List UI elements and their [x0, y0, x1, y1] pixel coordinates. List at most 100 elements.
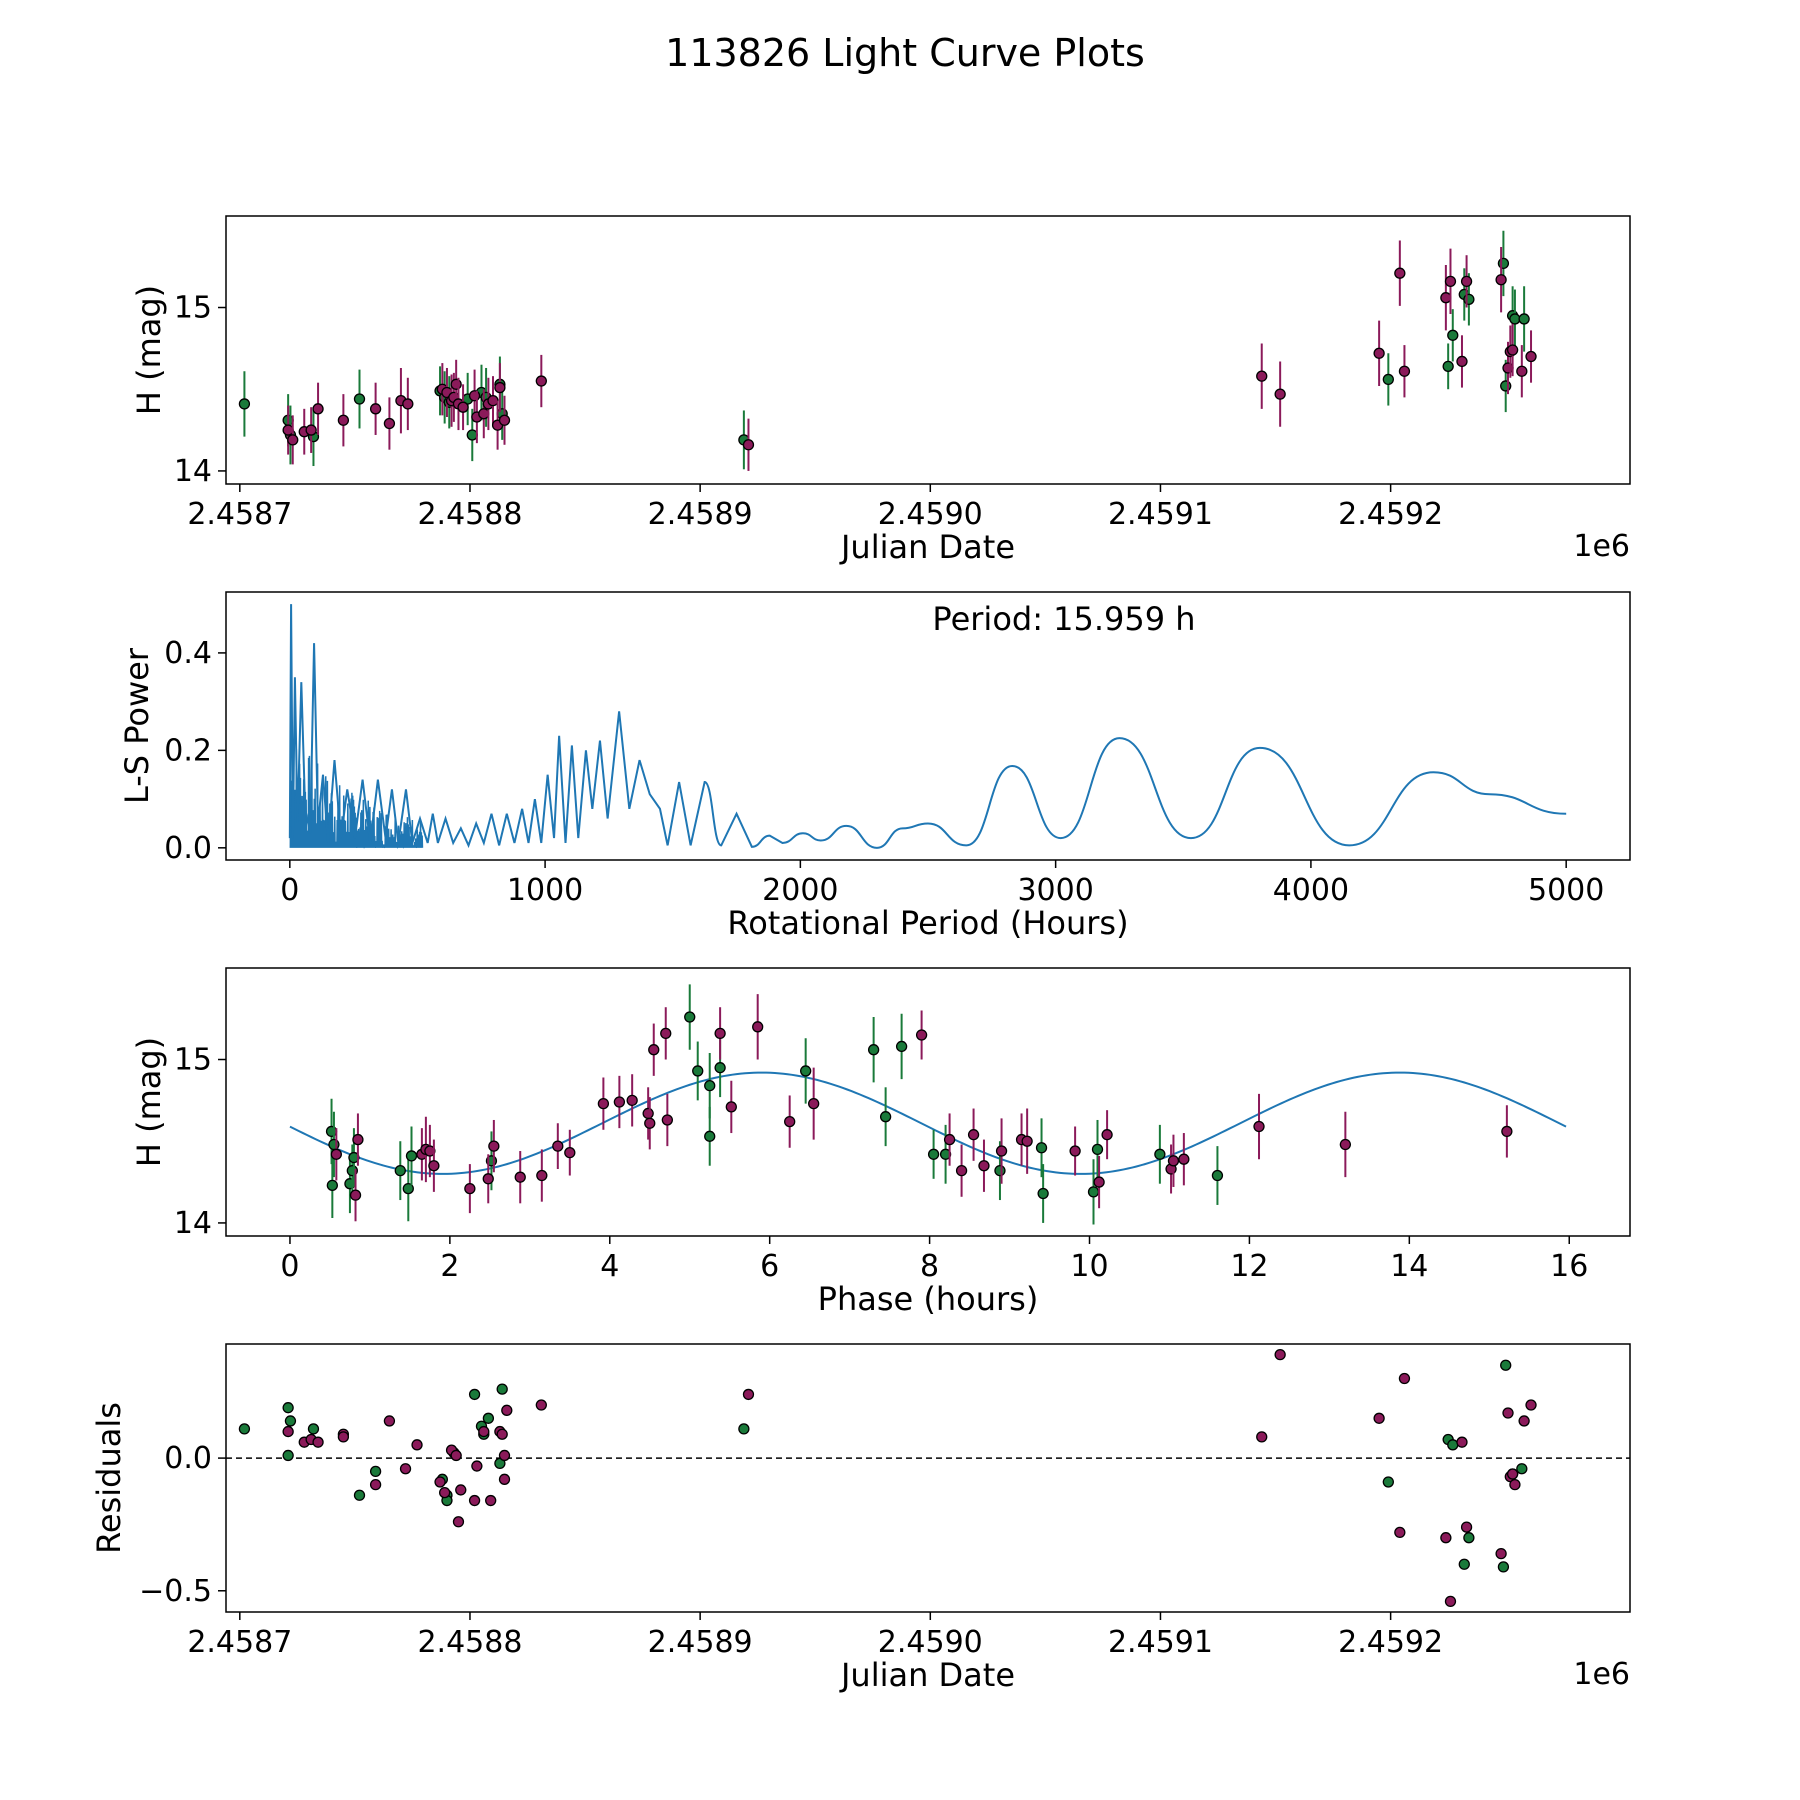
green-data-point: [1154, 1148, 1166, 1160]
green-data-point: [800, 1065, 812, 1077]
magenta-data-point: [369, 403, 382, 415]
magenta-data-point: [1518, 1415, 1530, 1427]
x-tick-label: 1000: [507, 873, 583, 908]
magenta-data-point: [383, 1415, 396, 1427]
green-data-point: [738, 1423, 750, 1435]
green-data-point: [1447, 329, 1459, 341]
magenta-data-point: [564, 1147, 576, 1159]
magenta-data-point: [613, 1096, 626, 1108]
magenta-data-point: [552, 1140, 564, 1152]
magenta-data-point: [1509, 1478, 1521, 1491]
magenta-data-point: [1501, 1125, 1513, 1138]
magenta-data-point: [1069, 1145, 1081, 1157]
magenta-data-point: [661, 1114, 673, 1126]
green-data-point: [402, 1182, 414, 1195]
magenta-data-point: [1398, 365, 1411, 377]
magenta-data-point: [808, 1097, 820, 1110]
lightcurve-plot-area: [225, 215, 1631, 485]
magenta-data-point: [597, 1097, 610, 1110]
magenta-data-point: [452, 1516, 465, 1528]
magenta-data-point: [514, 1171, 526, 1183]
magenta-data-point: [282, 1425, 294, 1438]
magenta-data-point: [1339, 1138, 1352, 1151]
green-data-point: [1211, 1169, 1224, 1182]
x-tick-label: 12: [1230, 1249, 1268, 1284]
green-data-point: [704, 1130, 716, 1142]
x-tick-label: 2000: [762, 873, 838, 908]
green-data-point: [394, 1164, 406, 1177]
magenta-data-point: [434, 1476, 446, 1488]
green-data-point: [867, 1044, 880, 1056]
residuals-panel: 2.4587 2.4588 2.4589 2.4590 2.4591 2.4592 −0.5…: [90, 1343, 1631, 1694]
phase-points: [289, 984, 1567, 1225]
green-data-point: [466, 429, 478, 441]
figure-title: 113826 Light Curve Plots: [665, 31, 1145, 75]
magenta-data-point: [1440, 292, 1452, 304]
green-data-point: [1509, 313, 1521, 325]
green-data-point: [468, 1388, 481, 1401]
green-data-point: [1500, 380, 1512, 392]
magenta-data-point: [1253, 1120, 1265, 1133]
green-data-point: [1500, 1359, 1512, 1371]
x-tick-label: 8: [920, 1249, 939, 1284]
x-tick-label: 3000: [1017, 873, 1093, 908]
magenta-data-point: [402, 398, 414, 410]
periodogram-ticks: 0 1000 2000 3000 4000 5000 0.0 0.2 0.4: [164, 636, 1604, 908]
green-data-point: [238, 1423, 251, 1435]
magenta-data-point: [536, 1169, 548, 1182]
x-tick-label: 2.4590: [878, 1625, 983, 1660]
magenta-data-point: [1167, 1155, 1180, 1167]
magenta-data-point: [468, 1494, 481, 1507]
magenta-data-point: [1525, 350, 1537, 363]
magenta-data-point: [1178, 1153, 1190, 1165]
magenta-data-point: [1021, 1135, 1033, 1147]
green-data-point: [895, 1040, 908, 1053]
magenta-data-point: [1495, 1547, 1507, 1560]
magenta-data-point: [369, 1478, 382, 1491]
magenta-data-point: [714, 1027, 726, 1040]
magenta-data-point: [648, 1044, 660, 1056]
green-data-point: [482, 1412, 495, 1424]
magenta-data-point: [1460, 1521, 1473, 1533]
green-data-point: [282, 1402, 294, 1414]
magenta-data-point: [1440, 1532, 1452, 1544]
x-tick-label: 2.4587: [187, 497, 292, 532]
lightcurve-ylabel: H (mag): [130, 285, 168, 415]
magenta-data-point: [455, 1484, 467, 1496]
x-tick-label: 16: [1550, 1249, 1588, 1284]
green-data-point: [879, 1111, 892, 1123]
green-data-point: [1463, 1532, 1475, 1544]
x-tick-label: 10: [1070, 1249, 1108, 1284]
green-data-point: [1035, 1142, 1048, 1154]
magenta-data-point: [752, 1021, 764, 1033]
green-data-point: [684, 1011, 696, 1023]
x-tick-label: 5000: [1528, 873, 1604, 908]
magenta-data-point: [478, 408, 490, 420]
magenta-data-point: [967, 1129, 980, 1141]
x-tick-label: 14: [1390, 1249, 1428, 1284]
phase-plot-area: [225, 967, 1631, 1237]
x-tick-label: 2.4588: [417, 1625, 522, 1660]
periodogram-ylabel: L-S Power: [118, 647, 156, 804]
green-data-point: [326, 1179, 338, 1191]
green-data-point: [284, 1415, 297, 1427]
green-data-point: [1442, 360, 1454, 372]
lightcurve-xlabel: Julian Date: [839, 528, 1015, 566]
lightcurve-ticks: 2.4587 2.4588 2.4589 2.4590 2.4591 2.4592 14 15: [174, 291, 1443, 532]
magenta-data-point: [1394, 1526, 1406, 1539]
magenta-data-point: [498, 1473, 511, 1485]
periodogram-plot-area: [225, 591, 1631, 861]
magenta-data-point: [337, 414, 350, 426]
lightcurve-panel: 2.4587 2.4588 2.4589 2.4590 2.4591 2.4592 14 15…: [130, 215, 1631, 566]
magenta-data-point: [498, 414, 511, 426]
magenta-data-point: [784, 1115, 796, 1128]
magenta-data-point: [399, 1463, 412, 1475]
residuals-offset-text: 1e6: [1573, 1657, 1630, 1692]
green-data-point: [927, 1148, 940, 1160]
magenta-data-point: [305, 424, 317, 436]
residuals-points: [226, 1348, 1630, 1608]
magenta-data-point: [742, 1388, 755, 1401]
green-data-point: [1516, 1463, 1528, 1475]
magenta-data-point: [1373, 1412, 1385, 1424]
